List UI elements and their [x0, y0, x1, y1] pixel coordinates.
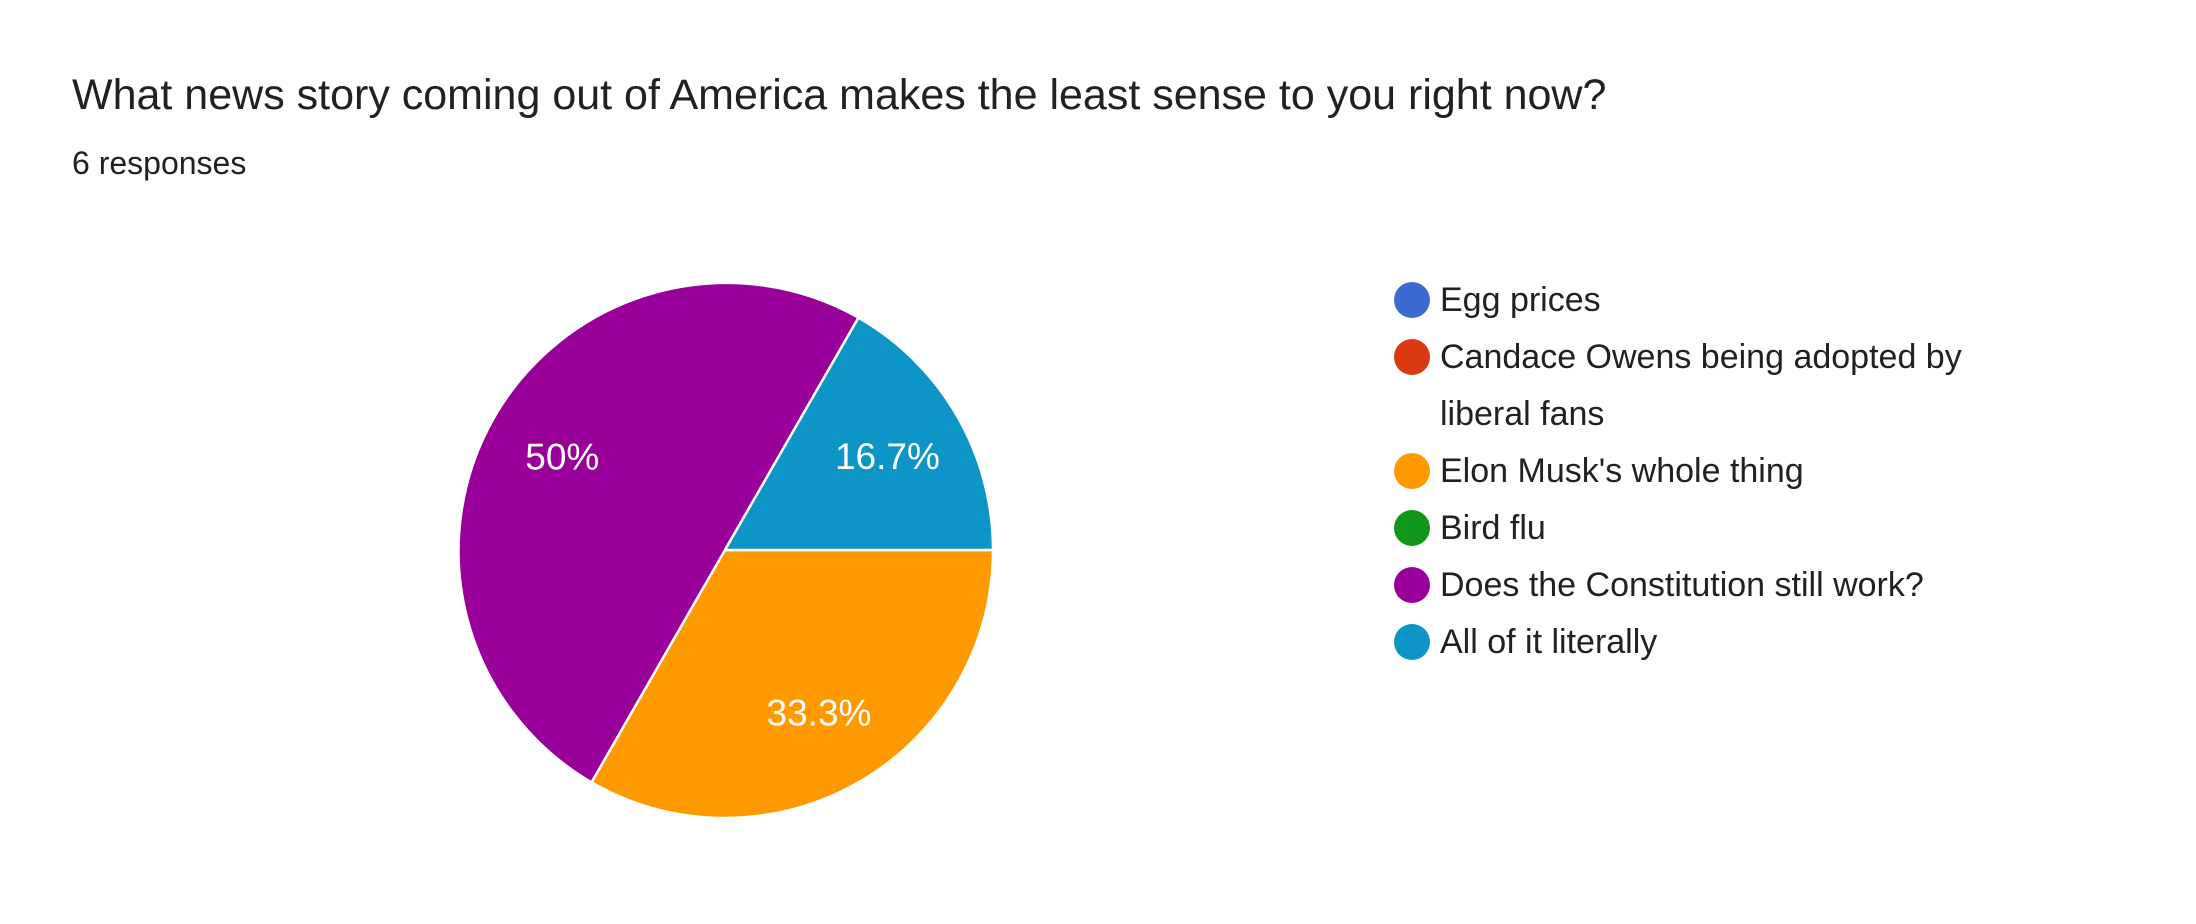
legend-label: Egg prices	[1440, 281, 1601, 319]
legend-item: Bird flu	[1394, 500, 2000, 557]
pie-slice-0	[590, 548, 995, 820]
chart-legend: Egg prices Candace Owens being adopted by…	[1394, 272, 2000, 671]
legend-swatch-icon	[1394, 339, 1430, 375]
legend-item: Does the Constitution still work?	[1394, 557, 2000, 614]
legend-swatch-icon	[1394, 453, 1430, 489]
pie-slice-2	[723, 316, 995, 552]
pie-chart: 33.3% 50% 16.7%	[457, 281, 995, 820]
legend-swatch-icon	[1394, 624, 1430, 660]
legend-item: Candace Owens being adopted by liberal f…	[1394, 329, 2000, 443]
legend-label: Does the Constitution still work?	[1440, 566, 1924, 604]
legend-label: Candace Owens being adopted by liberal f…	[1440, 338, 1962, 433]
pie-slice-1	[457, 281, 860, 784]
legend-swatch-icon	[1394, 567, 1430, 603]
legend-label: Elon Musk's whole thing	[1440, 452, 1804, 490]
pie-slice-label: 16.7%	[835, 436, 940, 477]
legend-item: All of it literally	[1394, 614, 2000, 671]
response-count: 6 responses	[72, 145, 247, 181]
legend-swatch-icon	[1394, 282, 1430, 318]
pie-slice-label: 33.3%	[767, 692, 872, 733]
legend-swatch-icon	[1394, 510, 1430, 546]
legend-label: All of it literally	[1440, 623, 1658, 661]
pie-slice-label: 50%	[525, 436, 599, 477]
question-title: What news story coming out of America ma…	[72, 71, 1607, 119]
legend-label: Bird flu	[1440, 509, 1546, 547]
legend-item: Elon Musk's whole thing	[1394, 443, 2000, 500]
legend-item: Egg prices	[1394, 272, 2000, 329]
